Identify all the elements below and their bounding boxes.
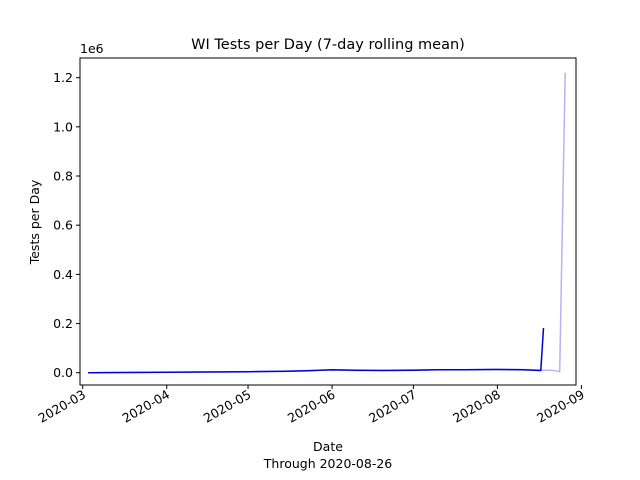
y-tick-label: 0.8: [53, 169, 73, 184]
x-axis: 2020-03 2020-04 2020-05 2020-06 2020-07 2020-…: [35, 385, 587, 426]
x-tick-label: 2020-09: [534, 387, 587, 426]
x-tick-label: 2020-06: [285, 387, 338, 426]
y-axis: 0.0 0.2 0.4 0.6 0.8 1.0 1.2: [53, 70, 80, 380]
plot-area: [88, 72, 566, 374]
x-tick-label: 2020-05: [201, 387, 254, 426]
chart-title: WI Tests per Day (7-day rolling mean): [191, 37, 465, 53]
y-tick-label: 1.0: [53, 119, 73, 134]
y-tick-label: 0.4: [53, 267, 73, 282]
x-axis-label: Date: [313, 439, 343, 454]
y-tick-label: 0.2: [53, 316, 73, 331]
plot-frame: [79, 57, 577, 386]
x-tick-label: 2020-08: [450, 387, 503, 426]
x-tick-label: 2020-07: [366, 387, 419, 426]
y-offset-label: 1e6: [80, 41, 104, 56]
x-tick-label: 2020-04: [119, 387, 172, 426]
y-tick-label: 0.0: [53, 365, 73, 380]
series-line-rolling-mean: [88, 327, 545, 374]
series-line-daily: [88, 72, 566, 374]
y-tick-label: 1.2: [53, 70, 73, 85]
x-tick-label: 2020-03: [35, 387, 88, 426]
y-axis-label: Tests per Day: [27, 179, 42, 265]
y-tick-label: 0.6: [53, 218, 73, 233]
x-axis-note: Through 2020-08-26: [263, 456, 393, 471]
